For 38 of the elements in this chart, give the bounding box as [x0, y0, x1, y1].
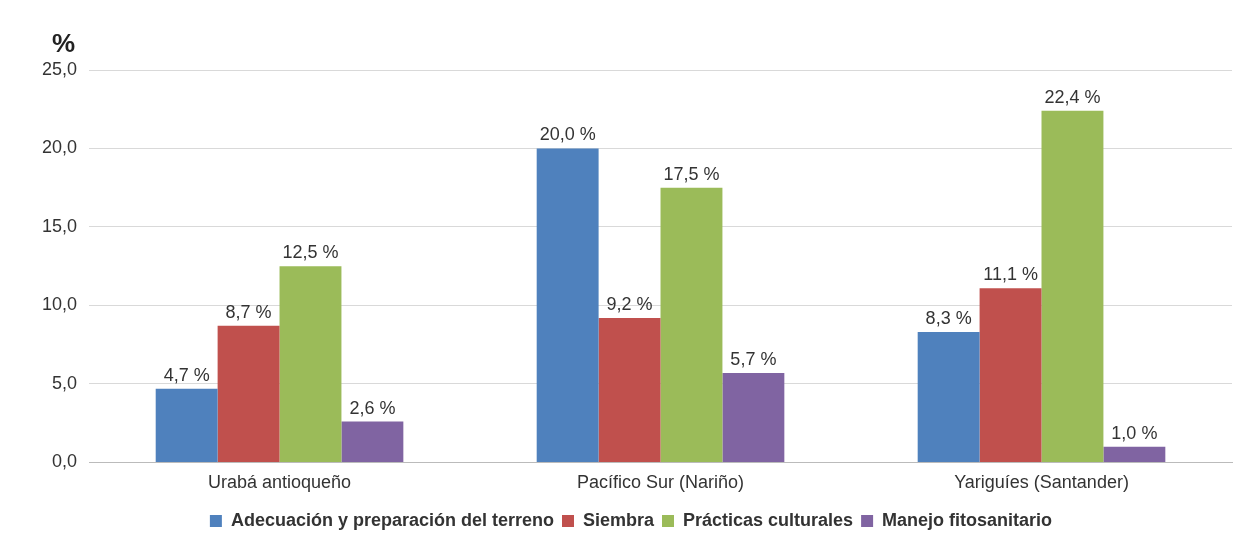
- y-tick-label: 25,0: [41, 58, 78, 79]
- data-label: 22,4 %: [1044, 86, 1101, 107]
- bar: [979, 288, 1042, 462]
- data-label: 17,5 %: [663, 163, 720, 184]
- y-axis-title: %: [52, 28, 76, 58]
- y-tick-label: 5,0: [52, 372, 78, 393]
- legend-label: Siembra: [582, 509, 655, 530]
- legend-label: Prácticas culturales: [683, 509, 854, 530]
- bar: [1103, 446, 1166, 462]
- bar: [217, 325, 280, 462]
- data-label: 12,5 %: [282, 242, 339, 263]
- data-label: 11,1 %: [983, 264, 1038, 285]
- data-label: 2,6 %: [349, 397, 396, 418]
- data-label: 8,3 %: [925, 308, 972, 329]
- data-label: 4,7 %: [163, 364, 210, 385]
- bar: [341, 421, 404, 462]
- bar: [536, 148, 599, 462]
- x-tick-label: Pacífico Sur (Nariño): [576, 472, 745, 493]
- bar: [660, 187, 723, 462]
- y-tick-label: 10,0: [41, 294, 78, 315]
- data-label: 1,0 %: [1111, 422, 1158, 443]
- x-tick-label: Urabá antioqueño: [207, 472, 352, 493]
- bar: [917, 332, 980, 462]
- data-label: 5,7 %: [730, 348, 777, 369]
- legend-label: Adecuación y preparación del terreno: [230, 509, 554, 530]
- y-tick-label: 0,0: [52, 451, 78, 472]
- bar: [279, 266, 342, 462]
- bar: [598, 318, 661, 462]
- bar: [1041, 110, 1104, 462]
- legend-label: Manejo fitosanitario: [882, 509, 1053, 530]
- data-label: 8,7 %: [225, 301, 272, 322]
- x-tick-label: Yariguíes (Santander): [954, 472, 1129, 493]
- y-tick-label: 20,0: [41, 137, 78, 158]
- bar: [722, 372, 785, 462]
- bar: [155, 388, 218, 462]
- data-label: 9,2 %: [606, 293, 653, 314]
- data-label: 20,0 %: [539, 124, 596, 145]
- y-tick-label: 15,0: [41, 215, 78, 236]
